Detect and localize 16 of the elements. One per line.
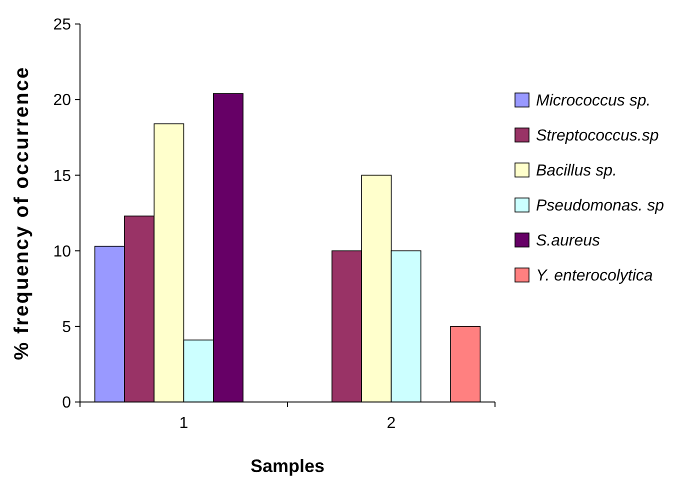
legend-label: Micrococcus sp.: [536, 92, 651, 110]
y-tick-label: 10: [53, 243, 72, 260]
y-axis-title: % frequency of occurrence: [11, 66, 33, 360]
y-tick-label: 0: [62, 394, 72, 412]
x-tick-label: 2: [386, 415, 396, 432]
y-tick-label: 20: [53, 92, 72, 110]
legend-label: Y. enterocolytica: [536, 268, 653, 285]
legend-label: Bacillus sp.: [536, 162, 617, 180]
x-tick-label: 1: [179, 415, 188, 432]
y-tick-label: 5: [62, 319, 72, 336]
legend-label: S.aureus: [536, 232, 600, 250]
legend-label: Pseudomonas. sp: [536, 198, 664, 215]
y-tick-label: 25: [53, 16, 72, 34]
y-tick-label: 15: [53, 168, 72, 185]
legend-label: Streptococcus.sp: [536, 128, 659, 145]
x-axis-title: Samples: [250, 456, 325, 476]
